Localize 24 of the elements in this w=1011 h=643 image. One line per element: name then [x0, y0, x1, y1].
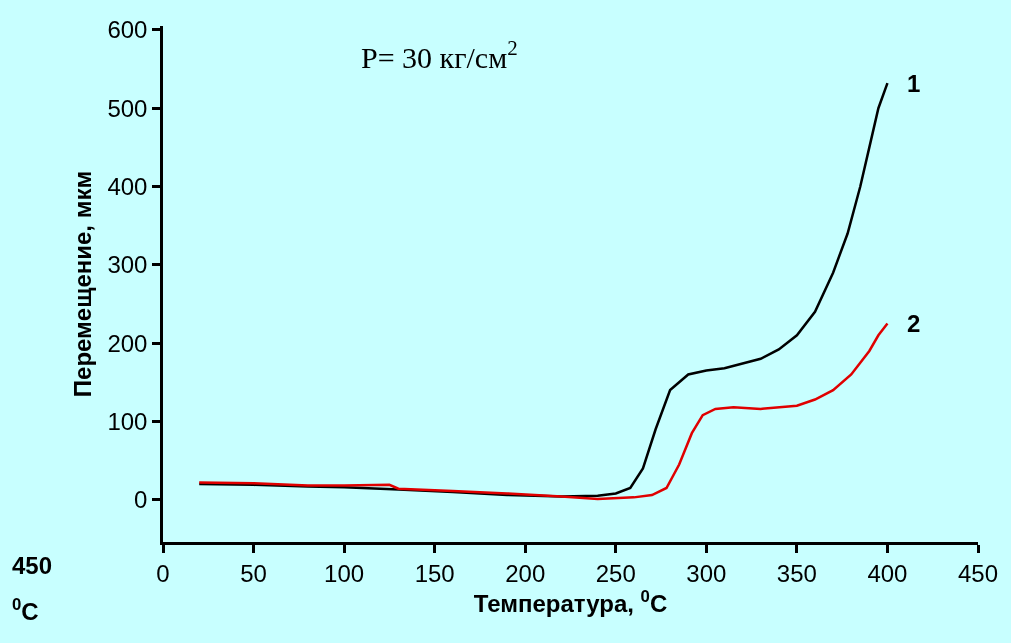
x-tick-label: 300: [686, 559, 727, 587]
x-tick-label: 450: [957, 559, 999, 587]
series-label: 2: [907, 310, 921, 337]
x-tick-label: 50: [240, 559, 267, 587]
x-axis-title: Температура, $^{0}$C: [473, 586, 668, 617]
series-label: 1: [907, 70, 921, 97]
y-tick-label: 0: [134, 486, 148, 514]
y-tick-label: 300: [107, 251, 148, 279]
x-tick-label: 350: [776, 559, 817, 587]
x-tick-label: 200: [505, 559, 546, 587]
x-tick-label: 0: [156, 559, 170, 587]
line-series: [197, 322, 889, 501]
y-tick-label: 500: [107, 94, 148, 122]
y-tick-label: 100: [107, 407, 148, 435]
y-tick-label: 600: [107, 16, 148, 44]
x-tick-label: 150: [414, 559, 455, 587]
y-axis-title: Перемещение, мкм: [68, 170, 96, 398]
text: $^{0}$C: [12, 595, 39, 626]
annotation: P= 30 кг/см$^{2}$: [361, 36, 518, 74]
x-tick-label: 400: [867, 559, 908, 587]
x-tick-label: 100: [324, 559, 365, 587]
y-tick-label: 400: [107, 172, 148, 200]
x-tick-label: 250: [595, 559, 636, 587]
y-tick-label: 200: [107, 329, 148, 357]
